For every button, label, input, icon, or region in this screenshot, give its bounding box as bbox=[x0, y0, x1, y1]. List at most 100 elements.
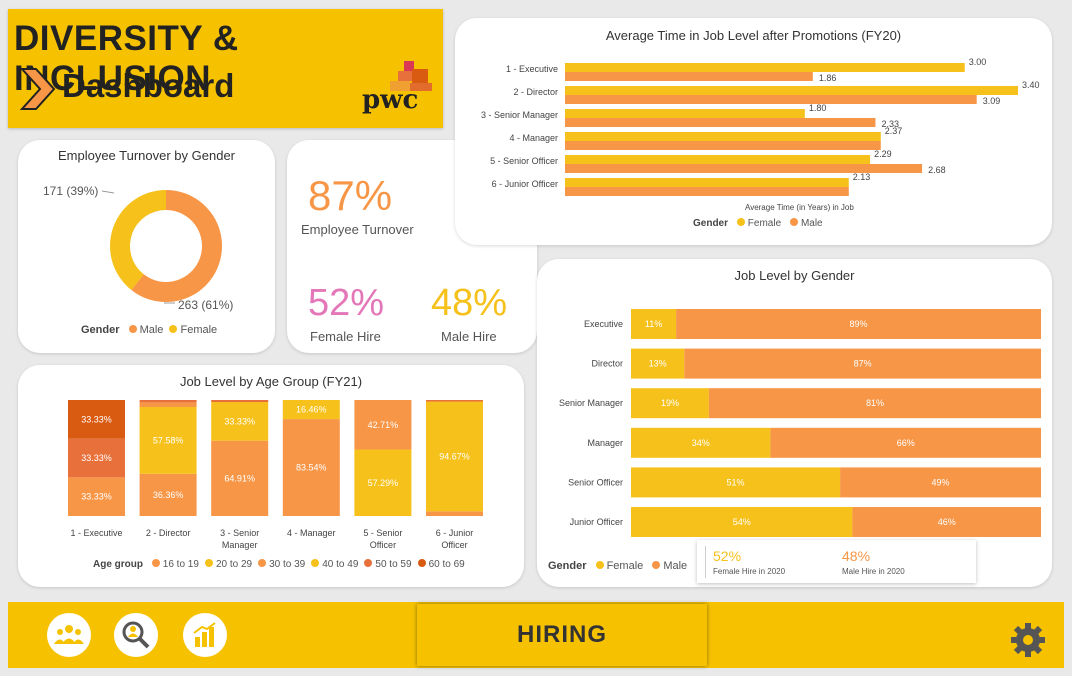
jg-bar-male[interactable] bbox=[840, 467, 1041, 498]
donut-label-female: 171 (39%) bbox=[43, 184, 99, 198]
age-legend-item: 16 to 19 bbox=[162, 559, 199, 570]
jg-data-label: 49% bbox=[932, 477, 950, 487]
avg-category-label: 1 - Executive bbox=[506, 64, 558, 74]
age-bar-segment[interactable] bbox=[282, 419, 340, 516]
donut-slice-female[interactable] bbox=[110, 190, 166, 291]
age-category-label: 5 - Senior bbox=[363, 528, 402, 538]
age-data-label: 33.33% bbox=[81, 414, 112, 424]
jg-category-label: Manager bbox=[587, 438, 623, 448]
avg-data-label: 3.00 bbox=[969, 57, 987, 67]
age-category-label: 6 - Junior bbox=[436, 528, 474, 538]
jg-bar-female[interactable] bbox=[631, 348, 685, 379]
age-bar-segment[interactable] bbox=[426, 401, 483, 512]
jg-category-label: Director bbox=[591, 359, 623, 369]
jg-bar-male[interactable] bbox=[684, 348, 1041, 379]
jg-data-label: 13% bbox=[649, 359, 667, 369]
age-bar-segment[interactable] bbox=[211, 402, 269, 441]
avg-category-label: 2 - Director bbox=[513, 87, 558, 97]
age-bar-segment[interactable] bbox=[426, 511, 483, 516]
age-group-card: Job Level by Age Group (FY21) 33.33% 33.3… bbox=[18, 365, 524, 587]
age-bar-segment[interactable] bbox=[211, 400, 269, 403]
age-bar-segment[interactable] bbox=[68, 477, 125, 516]
avg-data-label: 1.86 bbox=[819, 73, 837, 83]
avg-bar-female[interactable] bbox=[565, 109, 805, 118]
avg-data-label: 3.40 bbox=[1022, 80, 1040, 90]
avg-bar-female[interactable] bbox=[565, 178, 849, 187]
age-legend-item: 50 to 59 bbox=[375, 559, 412, 570]
donut-slice-male[interactable] bbox=[131, 190, 222, 302]
age-bar-segment[interactable] bbox=[426, 400, 483, 402]
avg-bar-female[interactable] bbox=[565, 63, 965, 72]
age-data-label: 57.29% bbox=[368, 478, 399, 488]
hiring-button[interactable]: HIRING bbox=[417, 604, 707, 666]
avg-category-label: 5 - Senior Officer bbox=[490, 156, 558, 166]
avg-data-label: 2.33 bbox=[881, 119, 899, 129]
jg-bar-male[interactable] bbox=[708, 388, 1041, 419]
avg-bar-male[interactable] bbox=[565, 95, 977, 104]
age-data-label: 94.67% bbox=[439, 451, 470, 461]
age-legend-title: Age group bbox=[93, 559, 143, 570]
chart-icon[interactable] bbox=[183, 613, 227, 657]
avg-bar-male[interactable] bbox=[565, 164, 923, 173]
donut-label-male: 263 (61%) bbox=[178, 298, 234, 312]
header-title: DIVERSITY & INCLUSION bbox=[14, 19, 239, 98]
age-data-label: 33.33% bbox=[81, 453, 112, 463]
age-bar-segment[interactable] bbox=[139, 402, 197, 408]
jg-bar-female[interactable] bbox=[631, 507, 853, 537]
jg-data-label: 89% bbox=[850, 319, 868, 329]
gear-icon[interactable] bbox=[1010, 622, 1046, 658]
job-gender-title: Job Level by Gender bbox=[734, 268, 855, 283]
jg-category-label: Senior Officer bbox=[568, 477, 623, 487]
age-bar-segment[interactable] bbox=[139, 473, 197, 516]
jg-category-label: Senior Manager bbox=[559, 398, 623, 408]
avg-bar-male[interactable] bbox=[565, 141, 881, 150]
job-gender-legend: Gender Female Male bbox=[548, 560, 687, 572]
age-data-label: 36.36% bbox=[153, 490, 184, 500]
footer-bar: HIRING bbox=[8, 602, 1064, 668]
age-bar-segment[interactable] bbox=[211, 440, 269, 516]
jg-bar-male[interactable] bbox=[770, 427, 1041, 458]
jg-bar-male[interactable] bbox=[676, 309, 1041, 339]
avg-bar-male[interactable] bbox=[565, 72, 813, 81]
jg-bar-female[interactable] bbox=[631, 467, 841, 498]
jg-bar-female[interactable] bbox=[631, 388, 709, 419]
age-data-label: 16.46% bbox=[296, 405, 327, 415]
age-bar-segment[interactable] bbox=[139, 407, 197, 474]
jg-category-label: Executive bbox=[584, 319, 623, 329]
age-bar-segment[interactable] bbox=[68, 400, 125, 439]
donut-legend-female: Female bbox=[180, 324, 218, 336]
age-category-label: Officer bbox=[441, 540, 467, 550]
people-icon[interactable] bbox=[47, 613, 91, 657]
avg-data-label: 2.29 bbox=[874, 149, 892, 159]
search-people-icon[interactable] bbox=[114, 613, 158, 657]
jg-bar-female[interactable] bbox=[631, 427, 771, 458]
age-legend-swatch bbox=[258, 559, 267, 567]
age-legend-swatch bbox=[364, 559, 373, 567]
avg-time-title: Average Time in Job Level after Promotio… bbox=[605, 28, 902, 43]
jg-data-label: 34% bbox=[692, 438, 710, 448]
avg-bar-female[interactable] bbox=[565, 86, 1018, 95]
avg-bar-male[interactable] bbox=[565, 118, 876, 127]
chevron-right-icon bbox=[20, 68, 56, 110]
age-data-label: 83.54% bbox=[296, 463, 327, 473]
avg-bar-female[interactable] bbox=[565, 155, 871, 164]
hiring-label: HIRING bbox=[517, 621, 607, 648]
age-bar-segment[interactable] bbox=[282, 400, 340, 420]
avg-legend-male: Male bbox=[800, 218, 823, 229]
age-legend-item: 40 to 49 bbox=[322, 559, 359, 570]
avg-data-label: 1.80 bbox=[809, 103, 827, 113]
avg-time-chart: 1 - Executive 3.00 1.86 2 - Director 3.40 3.0… bbox=[481, 57, 1040, 196]
jg-data-label: 54% bbox=[733, 517, 751, 527]
avg-data-label: 2.68 bbox=[928, 165, 946, 175]
age-bar-segment[interactable] bbox=[68, 438, 125, 478]
jg-bar-male[interactable] bbox=[852, 507, 1041, 537]
age-bar-segment[interactable] bbox=[354, 449, 412, 516]
avg-bar-male[interactable] bbox=[565, 187, 849, 196]
avg-bar-female[interactable] bbox=[565, 132, 881, 141]
mini-female-value: 52% bbox=[713, 548, 742, 564]
age-category-label: 2 - Director bbox=[146, 528, 191, 538]
age-bar-segment[interactable] bbox=[139, 400, 197, 403]
age-bar-segment[interactable] bbox=[354, 400, 412, 450]
jg-bar-female[interactable] bbox=[631, 309, 677, 339]
mini-hire-card: 52% Female Hire in 2020 48% Male Hire in… bbox=[697, 540, 976, 583]
